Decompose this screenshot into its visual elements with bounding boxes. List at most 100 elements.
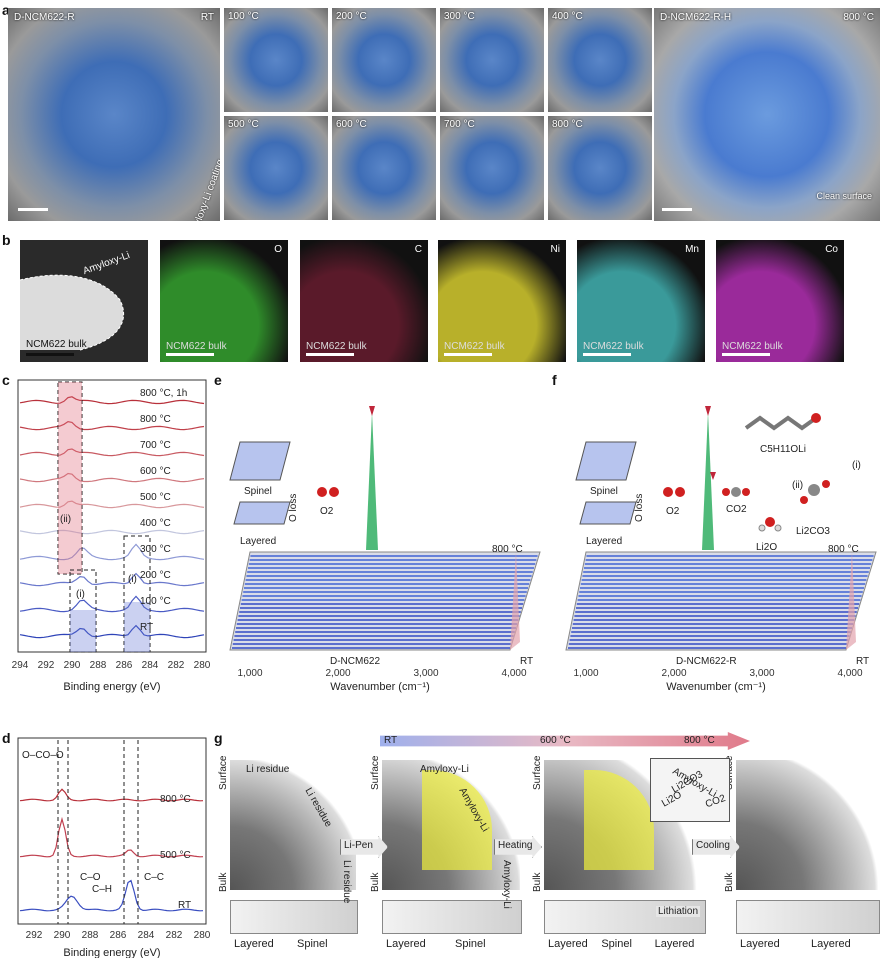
eds-map: Co NCM622 bulk: [716, 240, 844, 362]
sem-image-d-ncm622-r-h: D-NCM622-R-H 800 °C Clean surface: [654, 8, 880, 221]
peak-marker: [705, 406, 711, 416]
crystal-spinel-icon: [229, 441, 291, 481]
peak-ch: C–H: [92, 884, 112, 895]
x-tick-label: 3,000: [413, 668, 438, 679]
sem-tile: 800 °C: [548, 116, 652, 220]
x-tick-label: 1,000: [237, 668, 262, 679]
trace-label: 800 °C, 1h: [140, 388, 187, 399]
phase-strip: [544, 900, 706, 934]
scale-bar: [444, 353, 492, 356]
sem-note: Amyloxy-Li coating: [187, 158, 220, 221]
label-spinel: Spinel: [244, 486, 272, 497]
panel-label-g: g: [214, 730, 223, 746]
o2-peak: [702, 412, 714, 550]
trace-label-800: 800 °C: [160, 794, 191, 805]
o2-molecule-icon: [663, 487, 685, 497]
label-oloss: O loss: [634, 494, 645, 522]
particle-stage: [736, 760, 878, 890]
o2-molecule-icon: [317, 487, 339, 497]
bulk-label: NCM622 bulk: [444, 341, 505, 352]
step-label: Cooling: [696, 840, 730, 851]
trace-label: 800 °C: [140, 414, 171, 425]
x-tick-label: 282: [166, 930, 183, 941]
label-co2: CO2: [726, 504, 747, 515]
particle-stage: [382, 760, 520, 890]
bulk-label: NCM622 bulk: [166, 341, 227, 352]
panel-label-b: b: [2, 232, 11, 248]
phase-strip: [230, 900, 358, 934]
sem-tile: 200 °C: [332, 8, 436, 112]
scale-bar: [662, 208, 692, 211]
label-li2o: Li2O: [756, 542, 777, 553]
temperature-gradient-arrow: [380, 732, 750, 750]
gradient-label-600: 600 °C: [540, 735, 571, 746]
x-tick-label: 2,000: [325, 668, 350, 679]
label-layered: Layered: [240, 536, 276, 547]
label-li2co3: Li2CO3: [796, 526, 830, 537]
tile-temp-label: 400 °C: [552, 11, 583, 22]
bulk-label: NCM622 bulk: [722, 341, 783, 352]
xps-trace: [19, 543, 205, 561]
phase-label: Spinel: [455, 938, 486, 950]
lithiation-label: Lithiation: [656, 906, 701, 917]
amyloxy-label: Amyloxy-Li: [420, 764, 469, 775]
label-spinel: Spinel: [590, 486, 618, 497]
xps-trace: [19, 529, 205, 535]
tile-temp-label: 300 °C: [444, 11, 475, 22]
phase-label: Layered: [234, 938, 274, 950]
box-ii-fill: [58, 382, 82, 574]
trace-label: 600 °C: [140, 466, 171, 477]
peak-marker: [369, 406, 375, 416]
element-label: Ni: [550, 244, 560, 255]
ftir-chart-f: 800 °C RT D-NCM622-R Spinel Layered O lo…: [565, 406, 877, 693]
eds-map: Mn NCM622 bulk: [577, 240, 705, 362]
o2-peak: [366, 412, 378, 550]
x-axis-title: Wavenumber (cm⁻¹): [666, 681, 766, 693]
x-tick-label: 1,000: [573, 668, 598, 679]
x-tick-label: 292: [38, 660, 55, 671]
peak-co: C–O: [80, 872, 101, 883]
tile-temp-label: 600 °C: [336, 119, 367, 130]
sem-tile: 400 °C: [548, 8, 652, 112]
crystal-layered-icon: [233, 501, 291, 525]
x-axis-title: Binding energy (eV): [63, 681, 160, 693]
label-o2: O2: [666, 506, 680, 517]
x-tick-label: 280: [194, 930, 210, 941]
tile-temp-label: 700 °C: [444, 119, 475, 130]
li-residue-label: Li residue: [246, 764, 290, 775]
reaction-inset: [650, 758, 730, 822]
xps-trace: [19, 572, 205, 587]
box-i-left-fill: [70, 610, 96, 652]
crystal-layered-icon: [579, 501, 637, 525]
ftir-chart-e: 800 °C RT D-NCM622 Spinel Layered O loss…: [229, 406, 541, 693]
sem-tile: 700 °C: [440, 116, 544, 220]
bulk-label: NCM622 bulk: [26, 339, 87, 350]
x-tick-label: 3,000: [749, 668, 774, 679]
sem-title: D-NCM622-R: [14, 12, 75, 23]
trace-label: 500 °C: [140, 492, 171, 503]
box-label-i: (i): [76, 589, 85, 600]
box-label-i-2: (i): [128, 574, 137, 585]
bulk-label: Bulk: [370, 872, 381, 892]
scale-bar: [583, 353, 631, 356]
phase-label: Spinel: [601, 938, 632, 950]
gradient-label-rt: RT: [384, 735, 398, 746]
scale-bar: [166, 353, 214, 356]
x-tick-label: 288: [90, 660, 107, 671]
x-axis-title: Binding energy (eV): [63, 947, 160, 958]
xps-trace: [19, 396, 205, 405]
surface-label: Surface: [218, 755, 229, 790]
xps-trace: [19, 816, 204, 858]
sem-temp-right: 800 °C: [843, 12, 874, 23]
trace-label: 100 °C: [140, 596, 171, 607]
sample-label: D-NCM622-R: [676, 656, 737, 667]
xps-trace: [19, 595, 205, 613]
co2-peak-marker: [710, 472, 716, 480]
amyloxy-label: Amyloxy-Li: [501, 860, 512, 909]
x-tick-label: 284: [142, 660, 159, 671]
li2co3-molecule-icon: [800, 480, 830, 504]
plot-frame: [17, 379, 207, 653]
sem-cross-section: Amyloxy-Li NCM622 bulk: [20, 240, 148, 362]
sem-note-right: Clean surface: [816, 191, 872, 201]
eds-map: O NCM622 bulk: [160, 240, 288, 362]
